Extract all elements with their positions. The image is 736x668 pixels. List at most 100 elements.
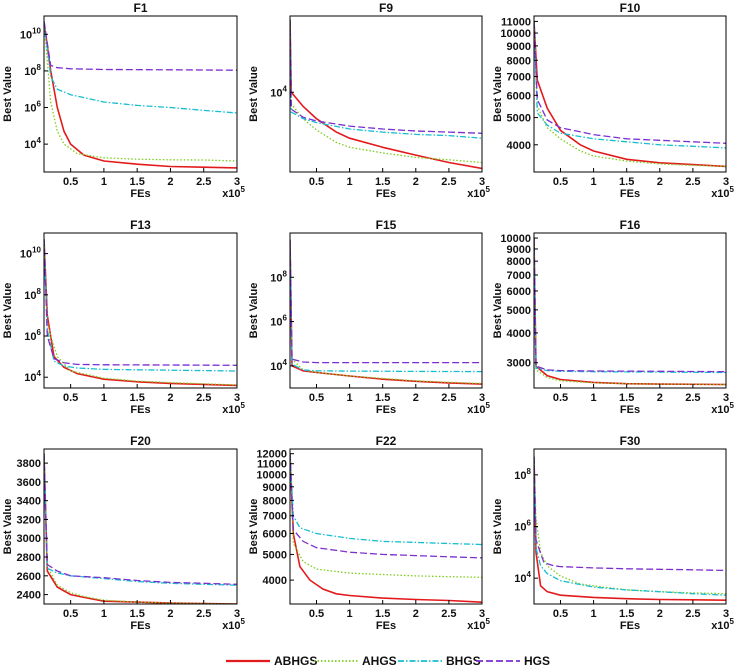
series-group (290, 453, 482, 603)
series-line-abhgs (290, 19, 482, 170)
y-axis-label: Best Value (248, 283, 260, 339)
series-line-bhgs (534, 456, 726, 596)
x-tick-label: 0.5 (63, 392, 78, 404)
y-tick-label: 12000 (256, 449, 287, 461)
y-tick-label: 108 (514, 467, 531, 482)
x-tick-label: 1.5 (130, 392, 145, 404)
y-tick-label: 3800 (17, 458, 41, 470)
y-axis-label: Best Value (492, 283, 504, 339)
x-tick-label: 2 (167, 176, 173, 188)
y-tick-label: 108 (270, 269, 287, 284)
axes-frame (289, 232, 483, 389)
x-tick-label: 2.5 (196, 392, 211, 404)
y-tick-label: 4000 (507, 328, 531, 340)
series-line-ahgs (290, 453, 482, 578)
y-tick-label: 11000 (257, 459, 287, 471)
x-tick-label: 3 (234, 176, 240, 188)
series-line-hgs (44, 239, 237, 366)
series-line-abhgs (44, 239, 237, 387)
x-multiplier-label: x105 (711, 401, 734, 416)
series-line-abhgs (534, 456, 726, 601)
series-line-ahgs (44, 21, 237, 162)
legend-label: ABHGS (274, 654, 317, 668)
legend-item-hgs: HGS (476, 654, 550, 668)
series-group (44, 453, 237, 604)
y-tick-label: 106 (270, 314, 287, 329)
x-axis-label: FEs (376, 404, 396, 416)
x-axis-label: FEs (130, 620, 150, 632)
x-tick-label: 2.5 (685, 608, 700, 620)
panel-title: F30 (620, 434, 641, 448)
y-tick-label: 8000 (507, 55, 531, 67)
y-tick-label: 4000 (263, 575, 287, 587)
legend-item-abhgs: ABHGS (226, 654, 317, 668)
series-line-ahgs (290, 239, 482, 385)
panel-title: F13 (130, 218, 151, 232)
x-multiplier-label: x105 (467, 617, 490, 632)
series-line-ahgs (534, 21, 726, 168)
x-tick-label: 3 (234, 608, 240, 620)
x-multiplier-label: x105 (467, 185, 490, 200)
x-tick-label: 2.5 (196, 608, 211, 620)
x-tick-label: 3 (723, 608, 729, 620)
y-tick-label: 10000 (256, 470, 287, 482)
y-axis-label: Best Value (2, 499, 14, 555)
y-tick-label: 7000 (507, 72, 531, 84)
x-axis-label: FEs (376, 620, 396, 632)
series-line-ahgs (534, 456, 726, 595)
y-tick-label: 108 (24, 63, 41, 78)
series-line-hgs (44, 21, 237, 71)
x-tick-label: 1 (347, 608, 353, 620)
legend-item-ahgs: AHGS (314, 654, 397, 668)
x-tick-label: 0.5 (553, 608, 568, 620)
y-tick-label: 104 (270, 358, 287, 373)
x-axis-label: FEs (620, 188, 640, 200)
x-tick-label: 1.5 (375, 176, 390, 188)
series-group (290, 239, 482, 385)
panel-title: F20 (130, 434, 151, 448)
x-tick-label: 1 (347, 392, 353, 404)
x-tick-label: 2 (657, 392, 663, 404)
y-tick-label: 3200 (17, 514, 41, 526)
series-line-hgs (290, 19, 482, 134)
y-tick-label: 3000 (17, 533, 41, 545)
x-tick-label: 2.5 (441, 608, 456, 620)
series-line-bhgs (44, 239, 237, 372)
x-tick-label: 3 (479, 176, 485, 188)
series-line-ahgs (290, 19, 482, 164)
x-tick-label: 2 (413, 608, 419, 620)
panel-title: F22 (376, 434, 397, 448)
series-group (534, 21, 726, 168)
series-group (534, 238, 726, 386)
y-tick-label: 7000 (507, 270, 531, 282)
series-line-bhgs (44, 453, 237, 586)
series-line-bhgs (534, 238, 726, 374)
series-line-hgs (534, 238, 726, 373)
x-multiplier-label: x105 (711, 185, 734, 200)
panel-title: F15 (376, 218, 397, 232)
series-line-bhgs (290, 239, 482, 373)
x-multiplier-label: x105 (222, 185, 245, 200)
x-tick-label: 1.5 (375, 392, 390, 404)
axes-frame (43, 232, 238, 389)
x-tick-label: 1.5 (130, 608, 145, 620)
x-tick-label: 0.5 (63, 176, 78, 188)
y-tick-label: 4000 (507, 140, 531, 152)
y-tick-label: 9000 (507, 41, 531, 53)
x-tick-label: 2.5 (685, 176, 700, 188)
legend: ABHGS AHGS BHGS HGS (226, 654, 550, 668)
axes-frame (43, 448, 238, 605)
x-tick-label: 3 (723, 176, 729, 188)
series-line-hgs (534, 21, 726, 144)
series-line-ahgs (534, 238, 726, 386)
y-axis-label: Best Value (2, 66, 14, 122)
x-axis-label: FEs (376, 188, 396, 200)
y-tick-label: 10000 (500, 233, 531, 245)
x-tick-label: 1 (591, 176, 597, 188)
series-line-bhgs (290, 19, 482, 139)
y-tick-label: 6000 (507, 286, 531, 298)
